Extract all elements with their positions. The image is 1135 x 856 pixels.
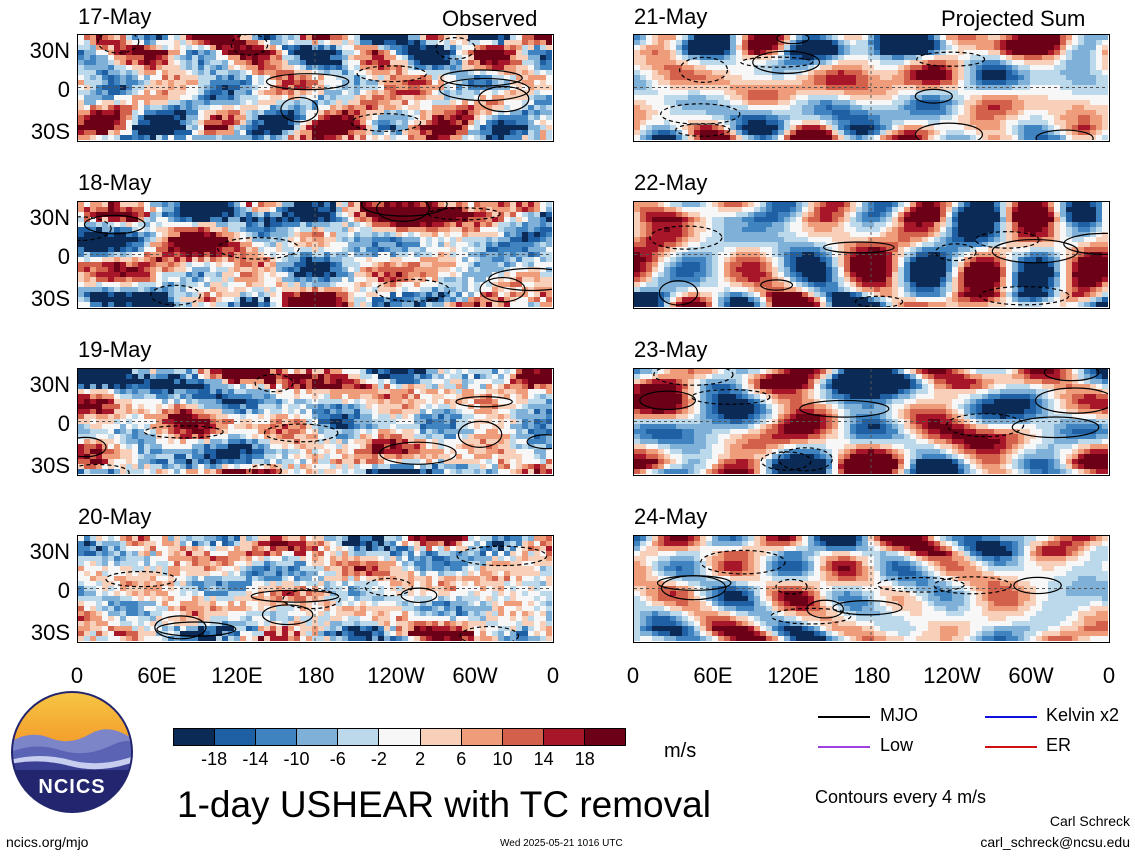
colorbar-tick-label: -10 [283, 749, 310, 769]
legend-label-kelvin: Kelvin x2 [1046, 705, 1120, 725]
panel-date-label: 19-May [78, 337, 152, 362]
colorbar-swatch [583, 729, 626, 745]
colorbar-tick-label: -14 [242, 749, 269, 769]
shear-heatmap [78, 369, 552, 474]
lat-tick-label: 0 [57, 244, 70, 269]
site-url[interactable]: ncics.org/mjo [6, 834, 89, 850]
observed-label: Observed [442, 6, 538, 31]
colorbar-swatch [419, 729, 461, 745]
ncics-logo: NCICS [10, 690, 134, 814]
lat-tick-label: 0 [57, 77, 70, 102]
lat-tick-label: 30N [29, 539, 70, 564]
lon-tick-label: 60E [137, 663, 177, 688]
colorbar-tick-label: 14 [533, 749, 554, 769]
lon-tick-label: 120W [923, 663, 981, 688]
lat-tick-label: 0 [57, 411, 70, 436]
lat-tick-label: 0 [57, 578, 70, 603]
legend-line-er [985, 746, 1037, 748]
map-panel [633, 368, 1110, 476]
colorbar-tick-label: 10 [492, 749, 513, 769]
lat-tick-label: 30S [30, 119, 70, 144]
legend-line-mjo [818, 716, 870, 718]
map-panel [633, 34, 1110, 142]
legend-label-er: ER [1046, 735, 1072, 755]
panel-date-label: 18-May [78, 170, 152, 195]
colorbar-swatch [337, 729, 379, 745]
legend-label-mjo: MJO [880, 705, 918, 725]
colorbar-swatch [214, 729, 256, 745]
colorbar-tick-label: -2 [370, 749, 387, 769]
lat-tick-label: 30N [29, 205, 70, 230]
map-panel [77, 34, 554, 142]
lon-tick-label: 0 [70, 663, 84, 688]
colorbar-swatch [542, 729, 584, 745]
lat-tick-label: 30N [29, 38, 70, 63]
shear-heatmap [634, 202, 1108, 307]
colorbar-tick-label: -18 [201, 749, 228, 769]
panel-date-label: 21-May [634, 4, 708, 29]
lon-tick-label: 180 [297, 663, 335, 688]
map-panel [633, 201, 1110, 309]
shear-heatmap [78, 202, 552, 307]
colorbar-tick-label: 18 [574, 749, 595, 769]
shear-heatmap [78, 35, 552, 140]
colorbar-unit: m/s [664, 740, 697, 762]
map-panel [77, 535, 554, 643]
map-panel [633, 535, 1110, 643]
legend-line-low [818, 746, 870, 748]
logo-text: NCICS [38, 776, 106, 798]
panel-date-label: 20-May [78, 504, 152, 529]
lat-tick-label: 30S [30, 453, 70, 478]
colorbar [173, 728, 626, 746]
legend-line-kelvin [985, 716, 1037, 718]
panel-date-label: 17-May [78, 4, 152, 29]
shear-heatmap [78, 536, 552, 641]
map-panel [77, 201, 554, 309]
colorbar-swatch [501, 729, 543, 745]
lon-tick-label: 120E [767, 663, 819, 688]
author-name: Carl Schreck [1049, 813, 1130, 829]
colorbar-tick-label: 2 [415, 749, 426, 769]
shear-heatmap [634, 369, 1108, 474]
panel-date-label: 23-May [634, 337, 708, 362]
timestamp: Wed 2025-05-21 1016 UTC [500, 838, 623, 849]
lon-tick-label: 60E [693, 663, 733, 688]
legend-label-low: Low [880, 735, 914, 755]
lon-tick-label: 180 [853, 663, 891, 688]
lon-tick-label: 60W [1008, 663, 1054, 688]
colorbar-swatch [460, 729, 502, 745]
colorbar-swatch [255, 729, 297, 745]
colorbar-swatch [296, 729, 338, 745]
panel-date-label: 22-May [634, 170, 708, 195]
shear-heatmap [634, 536, 1108, 641]
contours-note: Contours every 4 m/s [815, 787, 987, 807]
lon-tick-label: 0 [626, 663, 640, 688]
projected-label: Projected Sum [941, 6, 1086, 31]
lon-tick-label: 0 [546, 663, 560, 688]
lon-tick-label: 120W [367, 663, 425, 688]
colorbar-swatch [378, 729, 420, 745]
lat-tick-label: 30N [29, 372, 70, 397]
lat-tick-label: 30S [30, 286, 70, 311]
lon-tick-label: 0 [1102, 663, 1116, 688]
lon-tick-label: 60W [452, 663, 498, 688]
map-panel [77, 368, 554, 476]
shear-heatmap [634, 35, 1108, 140]
panel-date-label: 24-May [634, 504, 708, 529]
colorbar-tick-label: 6 [456, 749, 467, 769]
colorbar-tick-label: -6 [329, 749, 346, 769]
colorbar-swatch [174, 729, 215, 745]
chart-title: 1-day USHEAR with TC removal [177, 784, 711, 825]
author-email[interactable]: carl_schreck@ncsu.edu [980, 834, 1130, 850]
lon-tick-label: 120E [211, 663, 263, 688]
lat-tick-label: 30S [30, 620, 70, 645]
